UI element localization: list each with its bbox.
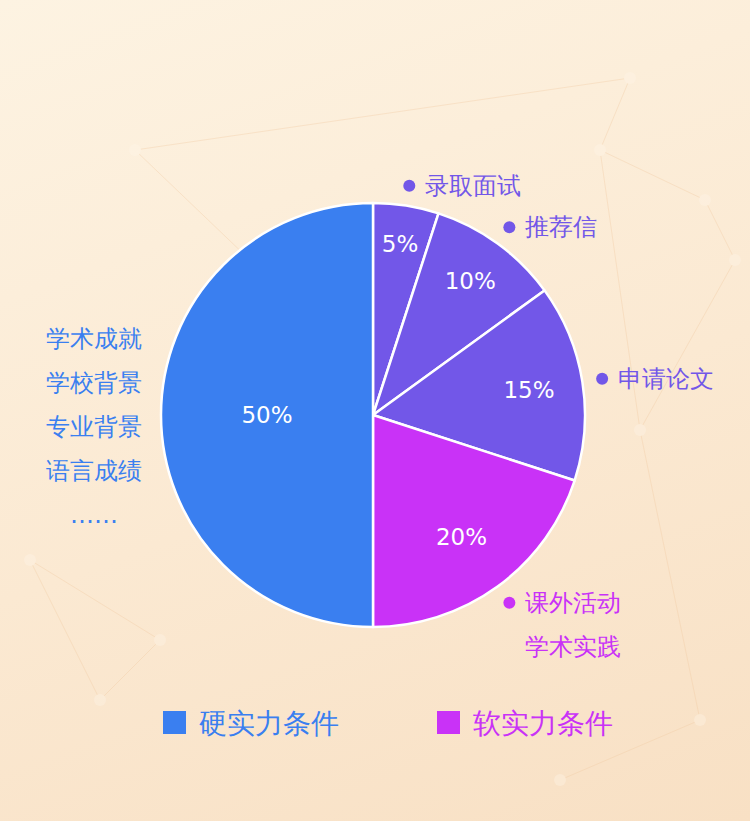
- background-node: [594, 144, 606, 156]
- pie-slice: [161, 203, 373, 627]
- background-line: [640, 260, 735, 430]
- background-node: [729, 254, 741, 266]
- background-line: [640, 430, 700, 720]
- legend-swatch: [437, 711, 460, 734]
- data-label: 50%: [241, 402, 292, 428]
- background-line: [100, 640, 160, 700]
- label-dot: [596, 373, 608, 385]
- background-node: [129, 144, 141, 156]
- chart: 5% 录取面试 10% 推荐信 15% 申请论文 20% 课外活动学术实践 50% 学术成就学校背…: [0, 0, 750, 821]
- legend-swatch: [163, 711, 186, 734]
- background-line: [135, 150, 250, 260]
- background-line: [30, 560, 160, 640]
- data-label: 10%: [445, 268, 496, 294]
- category-label: 录取面试: [425, 172, 521, 200]
- background-node: [634, 424, 646, 436]
- label-dot: [503, 221, 515, 233]
- data-label: 20%: [436, 524, 487, 550]
- slices: [161, 203, 585, 627]
- category-label: 申请论文: [618, 365, 714, 393]
- category-label: 学术实践: [525, 633, 621, 661]
- labels: 5% 录取面试 10% 推荐信 15% 申请论文 20% 课外活动学术实践 50% 学术成就学校背…: [46, 172, 714, 661]
- background-line: [705, 200, 735, 260]
- background-node: [694, 714, 706, 726]
- data-label: 5%: [382, 231, 419, 257]
- background-node: [554, 774, 566, 786]
- background-line: [600, 78, 630, 150]
- page: {"chart_data": {"type": "pie", "categori…: [0, 0, 750, 821]
- category-label: 推荐信: [525, 213, 597, 241]
- category-label: 语言成绩: [46, 457, 142, 485]
- background-node: [699, 194, 711, 206]
- background-node: [94, 694, 106, 706]
- background-node: [24, 554, 36, 566]
- category-label: 课外活动: [525, 589, 621, 617]
- category-label: 学术成就: [46, 325, 142, 353]
- background-network: [24, 72, 741, 786]
- legend: 硬实力条件 软实力条件: [163, 707, 613, 740]
- category-label: ……: [70, 501, 118, 529]
- label-dot: [503, 597, 515, 609]
- background-node: [624, 72, 636, 84]
- background-line: [600, 150, 705, 200]
- legend-label: 硬实力条件: [199, 707, 339, 740]
- legend-label: 软实力条件: [473, 707, 613, 740]
- background-line: [135, 78, 630, 150]
- data-label: 15%: [503, 377, 554, 403]
- category-label: 专业背景: [46, 413, 142, 441]
- category-label: 学校背景: [46, 369, 142, 397]
- label-dot: [403, 180, 415, 192]
- background-node: [154, 634, 166, 646]
